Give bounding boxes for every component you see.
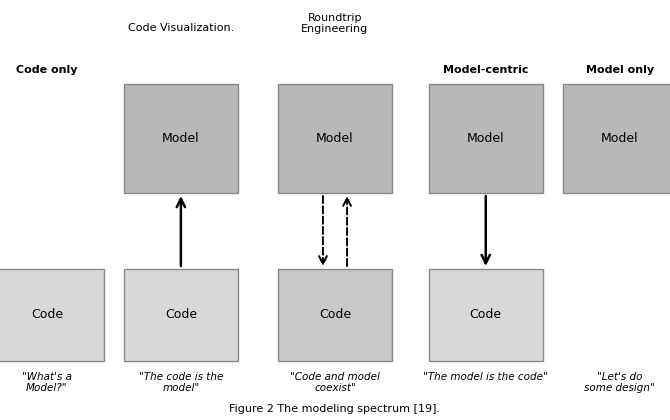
Bar [429,84,543,193]
Text: Code: Code [319,309,351,321]
Text: "Let's do
some design": "Let's do some design" [584,372,655,393]
Text: Code: Code [165,309,197,321]
Bar [278,269,392,361]
Text: "The model is the code": "The model is the code" [423,372,548,382]
Bar [124,269,238,361]
Text: Code Visualization.: Code Visualization. [128,23,234,33]
Text: Model: Model [467,132,505,145]
Text: "What's a
Model?": "What's a Model?" [22,372,72,393]
Text: Model: Model [162,132,200,145]
Text: Model: Model [316,132,354,145]
Bar [278,84,392,193]
Bar [124,84,238,193]
Text: Code: Code [31,309,63,321]
Text: "The code is the
model": "The code is the model" [139,372,223,393]
Bar [563,84,670,193]
Text: Model-centric: Model-centric [443,65,529,75]
Text: Model: Model [601,132,639,145]
Text: Model only: Model only [586,65,654,75]
Text: Code only: Code only [16,65,78,75]
Bar [429,269,543,361]
Text: Roundtrip
Engineering: Roundtrip Engineering [302,13,368,34]
Bar [0,269,104,361]
Text: Figure 2 The modeling spectrum [19].: Figure 2 The modeling spectrum [19]. [229,404,441,414]
Text: Code: Code [470,309,502,321]
Text: "Code and model
coexist": "Code and model coexist" [290,372,380,393]
